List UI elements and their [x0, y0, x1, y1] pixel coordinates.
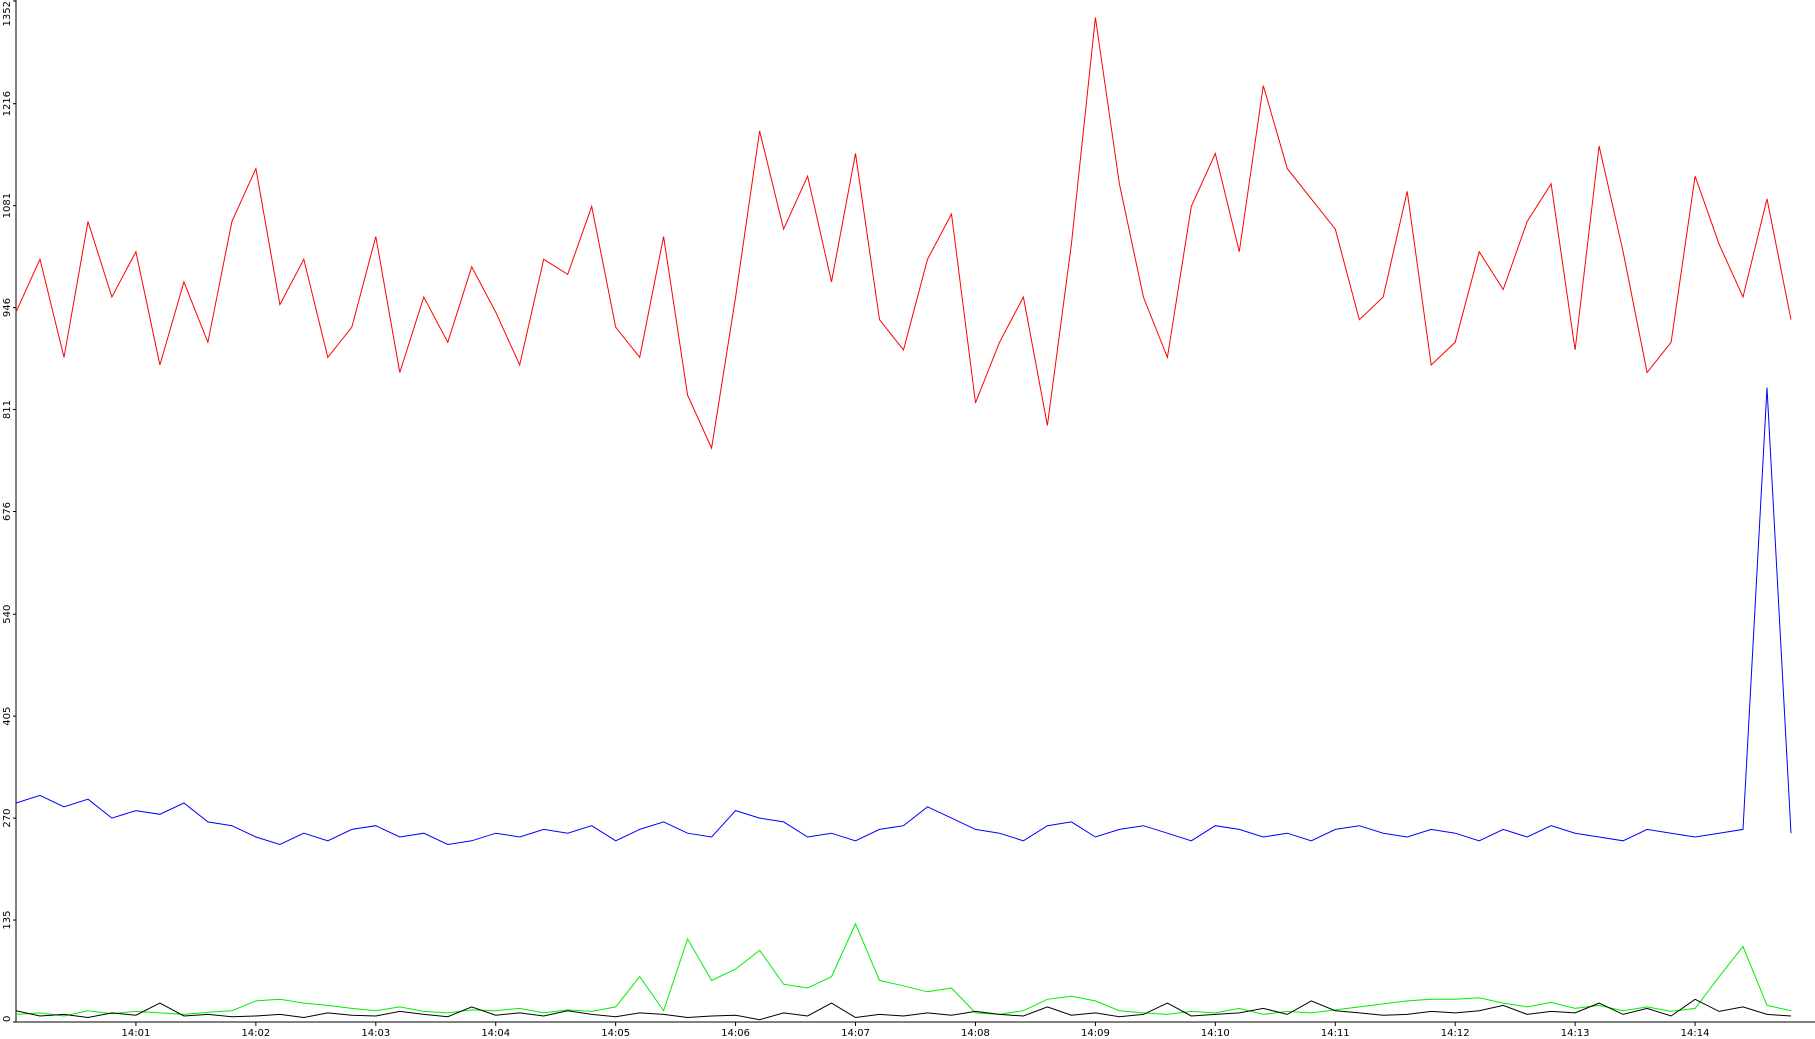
y-tick-label: 405	[2, 707, 13, 726]
series-line	[15, 998, 1792, 1021]
y-tick-label: 540	[2, 605, 13, 624]
x-tick-label: 14:14	[1681, 1028, 1710, 1039]
x-tick-label: 14:07	[841, 1028, 870, 1039]
y-tick-label: 811	[2, 400, 13, 419]
x-tick-label: 14:13	[1561, 1028, 1590, 1039]
x-tick-label: 14:08	[961, 1028, 990, 1039]
y-tick-label: 135	[2, 911, 13, 930]
series-line	[15, 922, 1792, 1017]
y-tick-label: 946	[2, 298, 13, 317]
x-tick-label: 14:09	[1081, 1028, 1110, 1039]
x-tick-label: 14:02	[241, 1028, 270, 1039]
series-line	[15, 387, 1792, 846]
x-tick-label: 14:03	[361, 1028, 390, 1039]
x-tick-label: 14:10	[1201, 1028, 1230, 1039]
x-tick-label: 14:04	[481, 1028, 510, 1039]
y-tick-label: 0	[2, 1016, 13, 1022]
x-tick-label: 14:01	[122, 1028, 151, 1039]
y-tick-label: 1081	[2, 193, 13, 218]
y-tick-label: 1352	[2, 1, 13, 26]
x-tick-label: 14:05	[601, 1028, 630, 1039]
x-tick-label: 14:11	[1321, 1028, 1350, 1039]
x-tick-label: 14:06	[721, 1028, 750, 1039]
series-line	[15, 17, 1792, 450]
y-tick-label: 676	[2, 502, 13, 521]
y-tick-label: 1216	[2, 91, 13, 116]
y-tick-label: 270	[2, 809, 13, 828]
x-tick-label: 14:12	[1441, 1028, 1470, 1039]
